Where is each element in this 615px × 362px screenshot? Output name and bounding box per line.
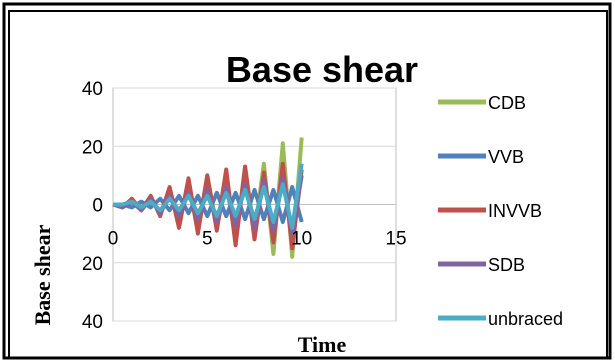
y-tick-label: 40 xyxy=(82,312,103,333)
x-axis-title: Time xyxy=(298,332,347,357)
y-tick-label: 20 xyxy=(82,254,103,275)
legend: CDB VVB INVVB SDB unbraced xyxy=(438,93,563,329)
y-tick-label: 0 xyxy=(92,196,103,217)
legend-label: VVB xyxy=(488,147,524,167)
x-tick-label: 5 xyxy=(202,229,213,250)
x-tick-label: 10 xyxy=(291,229,312,250)
grid-layer xyxy=(113,87,396,322)
y-tick-labels: 40 20 0 20 40 xyxy=(82,79,103,333)
x-tick-label: 15 xyxy=(385,229,406,250)
inner-frame xyxy=(8,10,608,359)
series-line-unbraced xyxy=(113,163,304,230)
legend-label: CDB xyxy=(488,93,526,113)
x-tick-label: 0 xyxy=(108,229,119,250)
chart-title: Base shear xyxy=(226,49,418,90)
legend-label: INVVB xyxy=(488,201,542,221)
x-tick-labels: 0 5 10 15 xyxy=(108,229,407,250)
legend-label: unbraced xyxy=(488,309,563,329)
y-tick-label: 40 xyxy=(82,79,103,100)
y-tick-label: 20 xyxy=(82,137,103,158)
legend-label: SDB xyxy=(488,255,525,275)
y-axis-title: Base shear xyxy=(30,224,55,325)
series-layer xyxy=(112,137,304,259)
